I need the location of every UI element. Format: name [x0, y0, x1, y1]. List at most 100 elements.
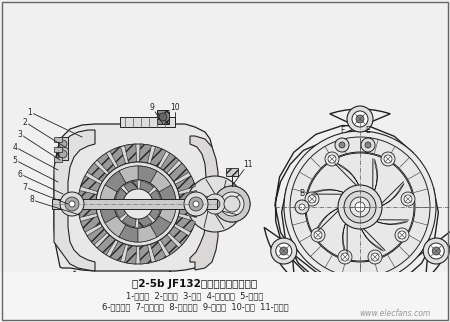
Circle shape [371, 253, 379, 261]
Circle shape [305, 192, 319, 206]
Bar [0, 272, 450, 322]
Wedge shape [115, 204, 126, 218]
Circle shape [214, 186, 250, 222]
Circle shape [65, 197, 79, 211]
Text: F: F [340, 126, 344, 135]
Polygon shape [190, 136, 218, 270]
Text: 6-磁场绕组  7-定子绕组  8-定子铁心  9-前端盖  10-风扇  11-皮带轮: 6-磁场绕组 7-定子绕组 8-定子铁心 9-前端盖 10-风扇 11-皮带轮 [102, 302, 288, 311]
Text: 2: 2 [22, 118, 27, 127]
Circle shape [205, 194, 225, 214]
Wedge shape [138, 225, 157, 242]
Wedge shape [175, 176, 195, 192]
Circle shape [355, 202, 365, 212]
Wedge shape [125, 144, 136, 163]
Bar [226, 168, 238, 176]
Wedge shape [150, 216, 171, 237]
Wedge shape [150, 190, 161, 204]
Circle shape [338, 185, 382, 229]
Text: 5: 5 [13, 156, 18, 165]
Wedge shape [140, 181, 154, 193]
Polygon shape [312, 189, 347, 194]
Circle shape [361, 138, 375, 152]
Circle shape [352, 111, 368, 127]
Text: 4: 4 [13, 143, 18, 151]
Circle shape [335, 138, 349, 152]
Wedge shape [81, 176, 101, 192]
Circle shape [100, 166, 176, 242]
Bar [120, 117, 175, 127]
Circle shape [381, 152, 395, 166]
Circle shape [284, 131, 436, 283]
Wedge shape [169, 226, 189, 245]
Wedge shape [150, 171, 171, 192]
Polygon shape [373, 159, 378, 194]
Wedge shape [124, 181, 138, 192]
Circle shape [159, 113, 167, 121]
Circle shape [114, 180, 162, 228]
Polygon shape [373, 220, 408, 224]
Wedge shape [160, 235, 179, 255]
Text: B: B [299, 189, 305, 198]
Wedge shape [110, 147, 126, 167]
Wedge shape [110, 241, 126, 261]
Wedge shape [140, 144, 152, 163]
Wedge shape [105, 171, 126, 192]
Wedge shape [175, 216, 195, 232]
Text: 8: 8 [30, 195, 34, 204]
Polygon shape [54, 124, 215, 271]
Circle shape [311, 228, 325, 242]
Wedge shape [214, 186, 250, 222]
Circle shape [398, 231, 406, 239]
Polygon shape [378, 184, 404, 207]
Circle shape [338, 250, 352, 264]
Wedge shape [78, 191, 97, 203]
Wedge shape [149, 206, 161, 220]
Text: 6: 6 [18, 169, 22, 178]
Text: 9: 9 [149, 102, 154, 111]
Wedge shape [150, 147, 166, 167]
Circle shape [59, 140, 67, 148]
Bar [54, 137, 62, 142]
Wedge shape [97, 235, 116, 255]
Wedge shape [105, 216, 126, 237]
Wedge shape [119, 166, 138, 183]
Circle shape [339, 142, 345, 148]
Text: 图2-5b JF132型交流发电机结构图: 图2-5b JF132型交流发电机结构图 [132, 279, 257, 289]
Wedge shape [159, 185, 176, 204]
Wedge shape [169, 163, 189, 182]
Text: 7: 7 [22, 183, 27, 192]
Circle shape [69, 201, 75, 207]
Circle shape [347, 106, 373, 132]
Circle shape [328, 155, 336, 163]
Circle shape [344, 191, 376, 223]
Wedge shape [179, 191, 198, 203]
Circle shape [184, 192, 208, 216]
Wedge shape [87, 163, 107, 182]
Polygon shape [360, 225, 383, 251]
Polygon shape [316, 207, 342, 231]
Wedge shape [97, 153, 116, 173]
Wedge shape [125, 245, 136, 264]
Wedge shape [138, 166, 157, 183]
Circle shape [123, 189, 153, 219]
Wedge shape [150, 241, 166, 261]
Circle shape [428, 243, 444, 259]
Polygon shape [54, 130, 95, 271]
Circle shape [325, 152, 339, 166]
Wedge shape [139, 216, 152, 227]
Circle shape [384, 155, 392, 163]
Text: www.elecfans.com: www.elecfans.com [360, 309, 431, 318]
Bar [54, 147, 62, 152]
Bar [162, 294, 182, 300]
Text: 1-后端盖  2-集电环  3-电刷  4-电刷弹簧  5-电刷架: 1-后端盖 2-集电环 3-电刷 4-电刷弹簧 5-电刷架 [126, 291, 264, 300]
Text: 10: 10 [170, 102, 180, 111]
Polygon shape [337, 163, 360, 189]
Circle shape [395, 228, 409, 242]
Circle shape [368, 250, 382, 264]
Circle shape [306, 153, 414, 261]
Circle shape [295, 200, 309, 214]
Text: 1: 1 [27, 108, 32, 117]
Circle shape [193, 201, 199, 207]
Polygon shape [58, 137, 68, 160]
Circle shape [187, 176, 243, 232]
